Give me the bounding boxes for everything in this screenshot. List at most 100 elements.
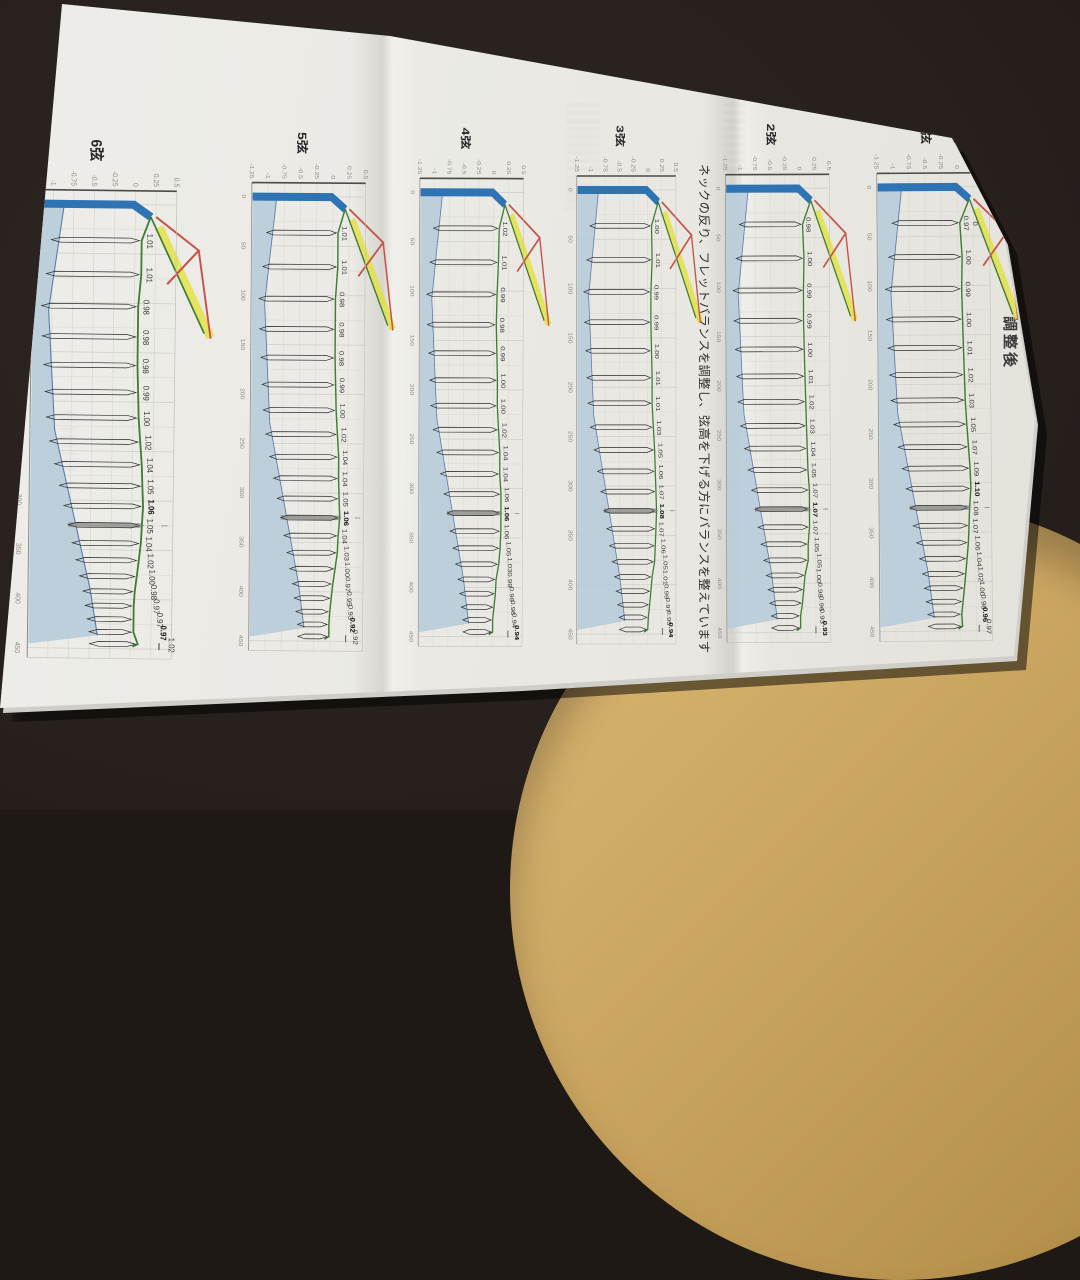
- data-label: 1.06: [657, 464, 663, 479]
- data-label: 1.03: [343, 546, 351, 561]
- data-label: 1.00: [806, 342, 812, 357]
- data-label: 0.94: [667, 622, 673, 637]
- y-tick-label: -0.25: [476, 158, 482, 174]
- data-label: 1.00: [147, 569, 157, 585]
- y-tick-label: -1: [737, 164, 743, 171]
- data-label: 1.07: [811, 482, 817, 497]
- chart-title: 2弦: [764, 123, 777, 145]
- data-label: 0.97: [985, 619, 993, 634]
- y-tick-label: 0: [796, 166, 802, 170]
- data-label: 0.98: [338, 292, 346, 307]
- x-tick-label: 200: [567, 382, 572, 394]
- data-label: 1.06: [503, 506, 509, 521]
- y-tick-label: -1.25: [722, 155, 728, 171]
- data-label: 0.92: [351, 630, 359, 645]
- chart-title: 3弦: [614, 125, 627, 148]
- x-tick-label: 0: [567, 188, 572, 193]
- x-tick-label: 400: [868, 577, 874, 589]
- x-tick-label: 50: [240, 242, 246, 250]
- data-label: 1.04: [502, 445, 508, 460]
- x-tick-label: 50: [715, 234, 721, 242]
- y-tick-label: 0.5: [672, 163, 677, 173]
- data-label: 1.00: [965, 312, 973, 327]
- chart-title: 5弦: [295, 132, 309, 154]
- data-label: 0.98: [149, 584, 159, 600]
- x-tick-label: 350: [567, 530, 572, 542]
- y-tick-label: -0.75: [69, 170, 76, 186]
- fret-height-chart-svg: 1.021.010.990.980.991.001.001.021.041.04…: [400, 118, 557, 659]
- y-tick-label: -1.25: [248, 163, 255, 179]
- data-label: 1.04: [144, 536, 154, 552]
- x-tick-label: 250: [408, 433, 414, 445]
- data-label: 1.02: [501, 422, 507, 437]
- data-label: 0.99: [499, 346, 505, 361]
- data-label: 1.05: [505, 541, 511, 556]
- data-label: 1.04: [341, 450, 349, 465]
- data-labels: 1.021.010.990.980.991.001.001.021.041.04…: [497, 221, 520, 640]
- y-tick-label: -1: [889, 163, 895, 170]
- data-label: 1.05: [662, 555, 668, 570]
- x-tick-label: 350: [14, 543, 21, 554]
- x-tick-label: 100: [567, 283, 572, 295]
- data-label: 1.07: [812, 520, 818, 535]
- data-label: 1.02: [146, 553, 156, 569]
- data-label: 1.00: [499, 398, 505, 413]
- data-label: 0.98: [141, 358, 151, 374]
- data-label: 1.05: [813, 537, 819, 552]
- data-labels: 0.981.000.990.991.001.011.021.031.041.05…: [805, 217, 829, 636]
- data-label: 0.99: [338, 378, 346, 393]
- x-tick-label: 0: [865, 185, 871, 189]
- data-label: 1.00: [654, 344, 660, 359]
- y-tick-label: -0.75: [446, 158, 452, 174]
- data-labels: 1.001.010.990.991.001.011.011.031.051.06…: [653, 219, 674, 638]
- y-tick-label: 0: [953, 165, 959, 169]
- data-label: 1.04: [975, 551, 983, 566]
- data-label: 1.03: [506, 557, 512, 572]
- data-labels: 1.011.010.980.980.980.991.001.021.041.05…: [136, 233, 181, 653]
- data-label: 1.03: [655, 420, 661, 435]
- y-tick-label: -0.25: [781, 154, 787, 170]
- data-label: 1.07: [658, 522, 664, 537]
- data-label: 1.03: [968, 393, 976, 408]
- y-tick-label: 0: [329, 175, 335, 179]
- x-tick-label: 300: [238, 487, 244, 499]
- data-label: 1.05: [969, 417, 977, 432]
- x-tick-label: 0: [409, 190, 415, 194]
- y-tick-label: -1.25: [573, 157, 578, 173]
- data-label: 0.98: [337, 351, 345, 366]
- data-label: 0.99: [506, 572, 512, 587]
- y-tick-label: -0.5: [90, 174, 97, 186]
- y-tick-label: 0.25: [658, 159, 663, 173]
- y-tick-label: -0.25: [111, 170, 118, 186]
- y-tick-label: -0.25: [937, 154, 943, 170]
- x-tick-label: 50: [409, 237, 415, 245]
- x-tick-label: 100: [409, 285, 415, 297]
- x-tick-label: 200: [715, 380, 721, 392]
- x-tick-label: 150: [715, 330, 721, 342]
- data-label: 1.00: [142, 411, 152, 427]
- data-label: 1.08: [972, 500, 980, 515]
- y-tick-label: -0.75: [602, 157, 607, 173]
- x-tick-label: 200: [239, 388, 245, 400]
- y-tick-label: -0.5: [921, 157, 927, 169]
- data-label: 1.05: [657, 443, 663, 458]
- data-label: 1.01: [501, 255, 507, 270]
- x-tick-label: 400: [13, 592, 20, 603]
- data-label: 1.04: [341, 529, 349, 544]
- y-tick-label: 0.5: [520, 165, 526, 175]
- data-label: 1.10: [973, 481, 981, 496]
- data-label: 1.09: [972, 461, 980, 476]
- data-label: 1.05: [816, 553, 822, 568]
- y-tick-label: 0.5: [826, 160, 832, 170]
- x-tick-label: 450: [716, 627, 722, 639]
- x-tick-label: 350: [238, 536, 244, 548]
- y-tick-label: -1.25: [873, 154, 879, 170]
- data-label: 1.06: [503, 524, 509, 539]
- data-label: 0.98: [498, 317, 504, 332]
- data-label: 1.02: [977, 567, 985, 582]
- y-tick-label: 0.25: [811, 157, 817, 171]
- x-tick-label: 200: [867, 379, 873, 391]
- clearance-area: [250, 193, 307, 637]
